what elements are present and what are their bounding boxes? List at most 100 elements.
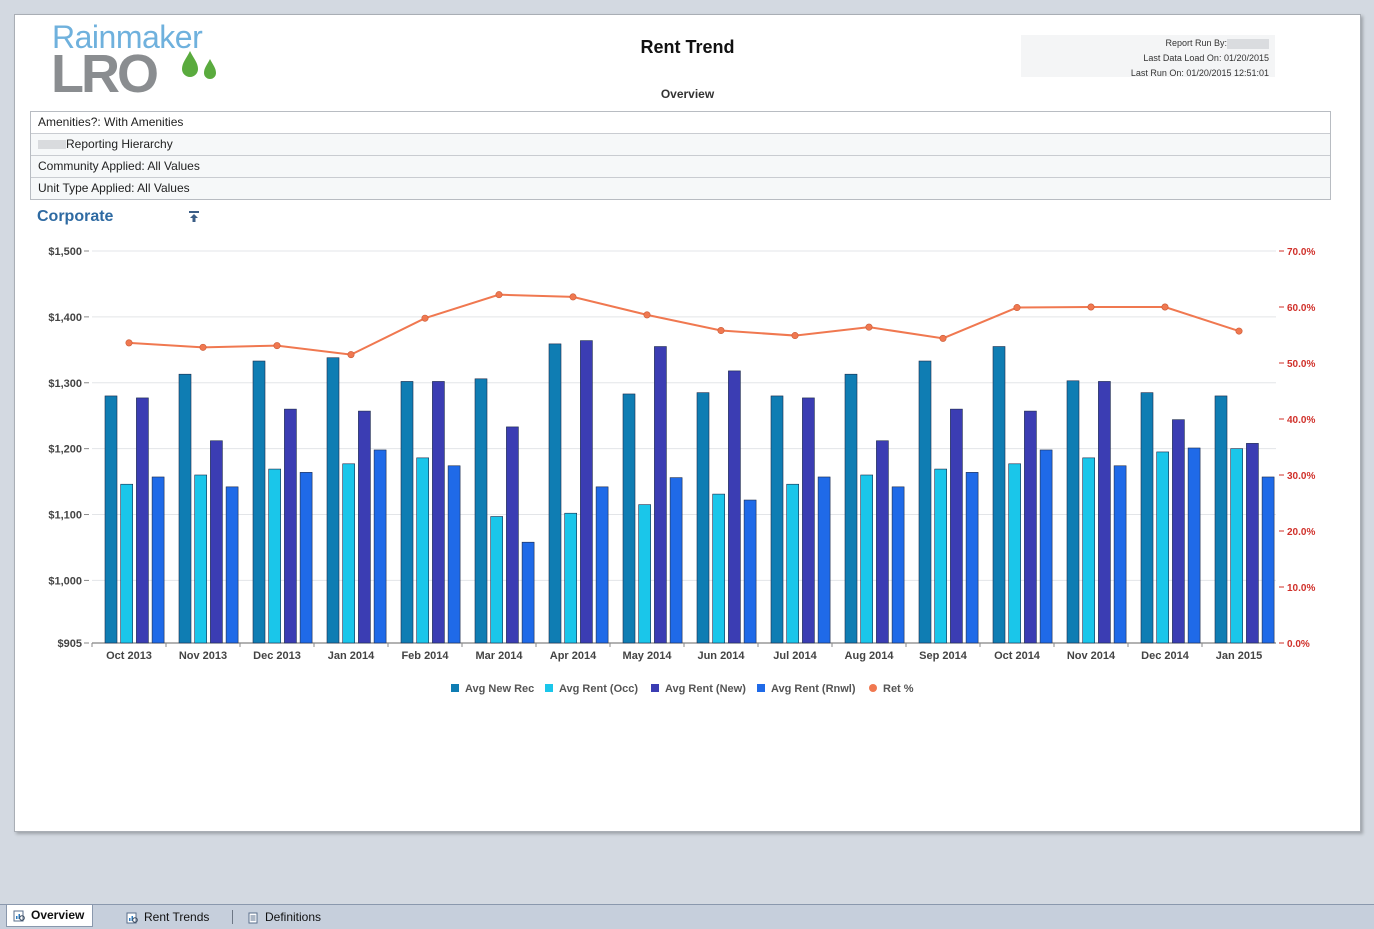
bar-avg-rent-rnwl [1187, 447, 1201, 644]
bar-avg-rent-new [210, 440, 223, 644]
redacted-user [1227, 38, 1269, 49]
bar-avg-new-rec [992, 346, 1006, 644]
x-tick-label: Feb 2014 [401, 650, 449, 662]
ret-pct-point [347, 351, 355, 359]
y-left-tick-label: $1,300 [48, 378, 82, 390]
bar-avg-rent-rnwl [447, 465, 461, 644]
bar-avg-new-rec [474, 378, 488, 644]
bar-avg-rent-occ [1008, 463, 1022, 644]
bar-avg-rent-occ [120, 483, 133, 644]
ret-pct-point [1013, 304, 1021, 312]
bar-avg-rent-new [1246, 443, 1259, 644]
bar-avg-rent-rnwl [891, 486, 905, 644]
tab-definitions[interactable]: Definitions [247, 908, 321, 927]
filter-unit-type: Unit Type Applied: All Values [31, 178, 1330, 199]
bar-avg-new-rec [696, 392, 710, 644]
filter-amenities: Amenities?: With Amenities [31, 112, 1330, 134]
legend-swatch [757, 684, 765, 692]
run-info-box: Report Run By: Last Data Load On: 01/20/… [1021, 35, 1275, 78]
y-left-tick-label: $1,100 [48, 510, 82, 522]
ret-pct-point [421, 314, 429, 322]
bar-avg-rent-occ [1230, 448, 1243, 644]
bar-avg-rent-new [728, 370, 741, 644]
ret-pct-point [495, 291, 503, 299]
bar-avg-rent-rnwl [1113, 465, 1127, 644]
tab-label: Overview [31, 908, 85, 922]
legend-label: Avg Rent (Occ) [559, 683, 638, 695]
bar-avg-rent-new [1024, 410, 1037, 644]
bar-avg-rent-new [876, 440, 889, 644]
x-tick-label: Sep 2014 [919, 650, 968, 662]
bar-avg-rent-occ [1082, 457, 1095, 644]
y-right-tick-label: 50.0% [1287, 359, 1315, 370]
x-tick-label: Jun 2014 [697, 650, 745, 662]
x-tick-label: Dec 2013 [253, 650, 301, 662]
legend-label: Avg Rent (New) [665, 683, 746, 695]
redacted-org [38, 140, 66, 150]
ret-pct-point [1235, 327, 1243, 335]
y-right-tick-label: 20.0% [1287, 527, 1315, 538]
y-right-tick-label: 70.0% [1287, 247, 1315, 258]
report-panel: Rainmaker LRO Rent Trend Overview Report… [14, 14, 1361, 832]
bar-avg-new-rec [104, 395, 118, 644]
y-right-tick-label: 30.0% [1287, 471, 1315, 482]
bar-avg-rent-occ [712, 493, 726, 644]
bar-avg-new-rec [178, 373, 192, 644]
bar-avg-rent-occ [194, 474, 207, 644]
section-title: Corporate [37, 208, 114, 225]
raindrops-icon [182, 51, 216, 79]
bar-avg-rent-occ [860, 474, 874, 644]
y-left-tick-label: $905 [58, 638, 82, 650]
tab-rent-trends[interactable]: Rent Trends [126, 908, 209, 927]
bar-avg-rent-new [950, 408, 963, 644]
x-tick-label: Nov 2014 [1067, 650, 1116, 662]
bar-avg-rent-new [580, 340, 593, 644]
x-tick-label: Oct 2013 [106, 650, 152, 662]
bar-avg-new-rec [622, 393, 636, 644]
x-tick-label: Apr 2014 [550, 650, 597, 662]
x-tick-label: Jan 2014 [328, 650, 375, 662]
bar-avg-rent-occ [490, 516, 504, 644]
y-right-tick-label: 0.0% [1287, 639, 1310, 650]
bar-avg-rent-rnwl [373, 449, 387, 644]
bar-avg-rent-occ [1156, 451, 1169, 644]
bar-avg-rent-rnwl [1261, 476, 1275, 644]
filter-hierarchy: Reporting Hierarchy [31, 134, 1330, 156]
y-left-tick-label: $1,200 [48, 444, 82, 456]
bar-avg-new-rec [1066, 380, 1080, 644]
bar-avg-rent-rnwl [299, 472, 313, 644]
bar-avg-new-rec [1140, 392, 1154, 644]
x-tick-label: Oct 2014 [994, 650, 1041, 662]
bar-avg-new-rec [252, 360, 266, 644]
y-left-tick-label: $1,000 [48, 575, 82, 587]
bar-avg-rent-new [432, 381, 445, 644]
y-left-tick-label: $1,400 [48, 312, 82, 324]
legend-label: Avg Rent (Rnwl) [771, 683, 856, 695]
ret-pct-point [569, 293, 577, 301]
ret-pct-point [1161, 303, 1169, 311]
bar-avg-rent-new [1098, 381, 1111, 644]
rainmaker-lro-logo: Rainmaker LRO [51, 19, 222, 104]
bar-avg-new-rec [918, 360, 932, 644]
bar-avg-rent-rnwl [743, 499, 757, 644]
bar-avg-rent-new [136, 397, 149, 644]
bar-avg-rent-rnwl [151, 476, 165, 644]
report-subtitle: Overview [660, 87, 715, 101]
bar-avg-rent-rnwl [225, 486, 239, 644]
bar-avg-rent-occ [786, 483, 800, 644]
logo-wordmark-top: Rainmaker [52, 19, 203, 55]
ret-pct-line [128, 293, 1240, 356]
bar-avg-new-rec [548, 343, 562, 644]
tab-overview[interactable]: Overview [6, 905, 94, 927]
ret-pct-point [199, 343, 207, 351]
bar-avg-rent-occ [268, 468, 281, 644]
ret-pct-point [865, 323, 873, 331]
logo-wordmark-bottom: LRO [51, 44, 159, 104]
bar-avg-rent-new [802, 397, 815, 644]
bar-avg-rent-new [654, 346, 667, 644]
y-right-tick-label: 40.0% [1287, 415, 1315, 426]
export-icon[interactable] [189, 211, 199, 223]
bar-avg-rent-occ [934, 468, 948, 644]
filter-summary: Amenities?: With Amenities Reporting Hie… [30, 111, 1331, 200]
tab-separator [232, 910, 233, 924]
